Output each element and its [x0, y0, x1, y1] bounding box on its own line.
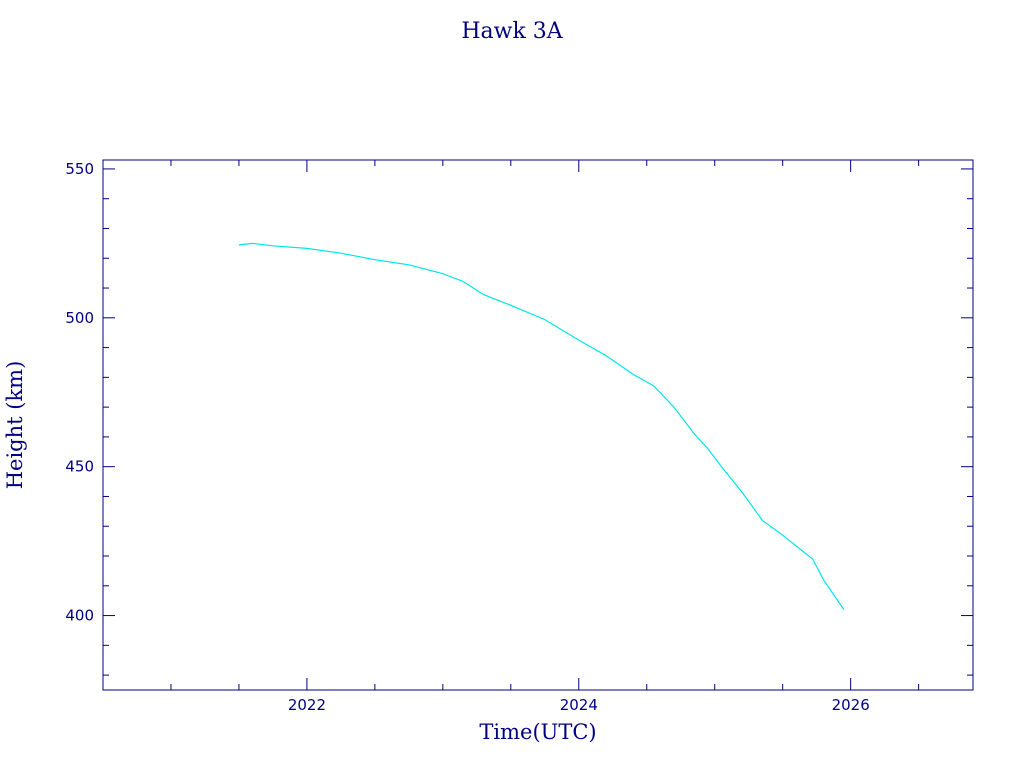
series-line: [238, 242, 845, 610]
chart-title: Hawk 3A: [461, 19, 563, 44]
y-tick-labels: 400 450 500 550: [65, 160, 94, 625]
axis-ticks: [102, 160, 973, 690]
x-tick-label: 2022: [288, 696, 326, 714]
plot-frame: [102, 159, 974, 691]
x-axis-label: Time(UTC): [479, 720, 596, 744]
x-tick-labels: 2022 2024 2026: [288, 696, 870, 714]
y-tick-label: 450: [65, 458, 94, 476]
x-tick-label: 2024: [560, 696, 598, 714]
y-tick-label: 400: [65, 607, 94, 625]
x-tick-label: 2026: [832, 696, 870, 714]
y-axis-label: Height (km): [3, 361, 27, 490]
y-tick-label: 500: [65, 309, 94, 327]
y-tick-label: 550: [65, 160, 94, 178]
